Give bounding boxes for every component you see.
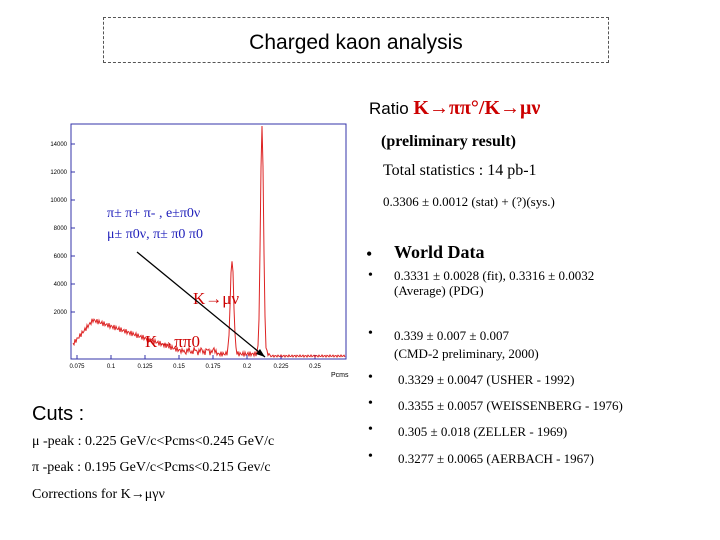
x-axis-label: Pcms: [331, 372, 349, 379]
world-data-entry: 0.305 ± 0.018 (ZELLER - 1969): [398, 424, 567, 439]
entry-line: 0.3331 ± 0.0028 (fit), 0.3316 ± 0.0032: [394, 268, 595, 283]
preliminary-note: (preliminary result): [381, 133, 516, 150]
title-frame: [103, 17, 609, 63]
slide-title: Charged kaon analysis: [249, 31, 463, 54]
kmunu-label: K→μν: [193, 289, 239, 308]
cut-mu-peak: μ -peak : 0.225 GeV/c<Pcms<0.245 GeV/c: [32, 434, 275, 449]
world-data-entry: 0.3355 ± 0.0057 (WEISSENBERG - 1976): [398, 398, 623, 413]
entry-line: 0.339 ± 0.007 ± 0.007: [394, 328, 510, 343]
world-data-entry: 0.3331 ± 0.0028 (fit), 0.3316 ± 0.0032 (…: [394, 268, 594, 298]
entry-line: 0.305 ± 0.018 (ZELLER - 1969): [398, 424, 568, 439]
entry-line: (CMD-2 preliminary, 2000): [394, 346, 539, 361]
bullet: •: [368, 396, 373, 411]
x-tick-label: 0.075: [69, 364, 85, 370]
bullet: •: [368, 370, 373, 385]
ratio-heading: Ratio K→ππ°/K→μν: [369, 97, 540, 120]
x-tick-label: 0.225: [273, 364, 289, 370]
corrections-note: Corrections for K→μγν: [32, 487, 165, 502]
kpipi-label: K→ππ0: [145, 332, 200, 351]
x-tick-label: 0.125: [137, 364, 153, 370]
y-tick-label: 2000: [54, 310, 68, 316]
bullet: •: [368, 449, 373, 464]
arrow-head: [256, 349, 265, 357]
y-axis-ticks: 14000 12000 10000 8000 6000 4000 2000: [50, 142, 75, 316]
y-tick-label: 10000: [50, 198, 67, 204]
entry-line: 0.3329 ± 0.0047 (USHER - 1992): [398, 372, 575, 387]
x-tick-label: 0.2: [243, 364, 252, 370]
x-axis-ticks: 0.075 0.1 0.125 0.15 0.175 0.2 0.225 0.25: [69, 355, 321, 370]
x-tick-label: 0.1: [107, 364, 116, 370]
entry-line: 0.3355 ± 0.0057 (WEISSENBERG - 1976): [398, 398, 623, 413]
histogram-line: [72, 125, 346, 358]
world-data-entry: 0.3329 ± 0.0047 (USHER - 1992): [398, 372, 575, 387]
x-tick-label: 0.175: [205, 364, 221, 370]
y-tick-label: 8000: [54, 226, 68, 232]
y-tick-label: 6000: [54, 254, 68, 260]
cut-pi-peak: π -peak : 0.195 GeV/c<Pcms<0.215 Gev/c: [32, 460, 271, 475]
cuts-title: Cuts :: [32, 403, 85, 425]
entry-line: 0.3277 ± 0.0065 (AERBACH - 1967): [398, 451, 594, 466]
world-data-bullet: •: [366, 244, 373, 264]
ratio-prefix: Ratio: [369, 99, 409, 118]
world-data-heading: World Data: [394, 242, 485, 262]
y-tick-label: 12000: [50, 170, 67, 176]
world-data-entry: 0.339 ± 0.007 ± 0.007 (CMD-2 preliminary…: [394, 328, 539, 361]
background-channels-line2: μ± π0ν, π± π0 π0: [107, 227, 203, 242]
background-channels-line1: π± π+ π- , e±π0ν: [107, 206, 200, 221]
momentum-histogram: 14000 12000 10000 8000 6000 4000 2000 0.075 0.1…: [33, 114, 358, 384]
x-tick-label: 0.15: [173, 364, 185, 370]
plot-background: [33, 114, 358, 384]
measurement-value: 0.3306 ± 0.0012 (stat) + (?)(sys.): [383, 194, 555, 209]
total-statistics: Total statistics : 14 pb-1: [383, 162, 537, 179]
bullet: •: [368, 268, 373, 283]
x-tick-label: 0.25: [309, 364, 321, 370]
plot-frame: [70, 123, 347, 360]
arrow-to-peak: [136, 251, 266, 358]
ratio-formula: K→ππ°/K→μν: [413, 97, 541, 119]
entry-line: (Average) (PDG): [394, 283, 484, 298]
y-tick-label: 14000: [50, 142, 67, 148]
bullet: •: [368, 326, 373, 341]
bullet: •: [368, 422, 373, 437]
world-data-entry: 0.3277 ± 0.0065 (AERBACH - 1967): [398, 451, 594, 466]
y-tick-label: 4000: [54, 282, 68, 288]
